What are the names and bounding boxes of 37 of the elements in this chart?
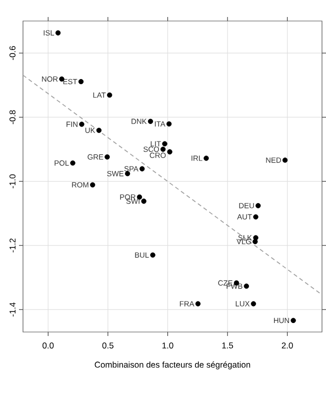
point (282, 158, 288, 163)
y-tick-label: -1.0 (9, 174, 16, 188)
point (244, 284, 249, 289)
x-tick-label: 1.5 (222, 342, 233, 348)
point (290, 318, 296, 324)
point (141, 198, 146, 204)
point (55, 30, 61, 36)
x-tick-label: 1.0 (162, 342, 174, 349)
point (160, 146, 166, 152)
point (124, 171, 130, 176)
y-tick-label: -0.6 (9, 46, 16, 60)
point (150, 252, 156, 258)
point (96, 128, 102, 133)
point (162, 141, 168, 146)
x-axis-title: Combinaison des facteurs de ségrégation (94, 361, 250, 370)
point (104, 154, 110, 160)
x-tick-label: 2.0 (282, 342, 293, 349)
point (106, 92, 112, 98)
x-tick-label: 0.0 (42, 342, 54, 349)
y-tick-label: -1.4 (10, 302, 16, 316)
point (78, 79, 84, 84)
point (195, 301, 200, 306)
point (79, 122, 84, 127)
point (90, 182, 96, 188)
point (253, 214, 258, 220)
x-tick-label: 0.5 (102, 342, 114, 349)
point (252, 238, 258, 244)
point (167, 149, 172, 154)
y-tick-label: -1.2 (9, 238, 16, 252)
y-tick-label: -0.8 (9, 110, 16, 124)
point (70, 160, 76, 166)
point (250, 301, 256, 306)
point (139, 166, 145, 172)
point (204, 156, 209, 161)
point (255, 203, 261, 208)
point (166, 121, 172, 127)
point (148, 118, 153, 124)
